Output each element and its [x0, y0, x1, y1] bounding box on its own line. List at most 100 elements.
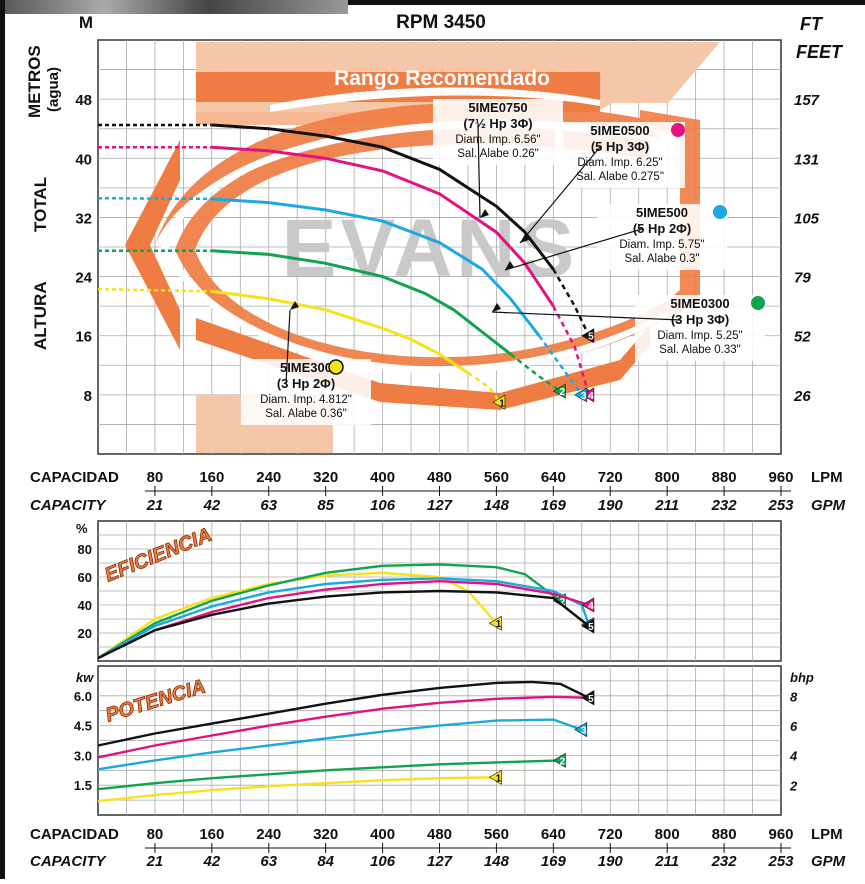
model-label-box	[433, 99, 563, 165]
lpm-tick-label: 640	[541, 469, 566, 486]
gpm-tick-label: 21	[146, 853, 164, 870]
bhp-tick-label: 2	[789, 778, 798, 793]
gpm-tick-label: 169	[541, 853, 567, 870]
model-label-leader	[285, 309, 291, 385]
lpm-tick-label: 880	[712, 469, 737, 486]
lpm-label-2: LPM	[811, 826, 843, 843]
model-impeller: Diam. Imp. 6.56"	[455, 134, 540, 146]
left-border	[0, 0, 5, 879]
model-label-box	[597, 204, 727, 270]
gpm-tick-label: 169	[541, 497, 567, 514]
curve-end-tag: 4	[588, 391, 594, 402]
power-curve-marker: 1	[488, 769, 502, 785]
curve-end-marker	[488, 769, 502, 785]
curve-end-marker	[552, 383, 566, 399]
model-impeller: Diam. Imp. 4.812"	[260, 394, 352, 406]
gpm-tick-label: 253	[767, 497, 794, 514]
model-hp: (3 Hp 3Φ)	[671, 312, 729, 327]
lpm-tick-label: 160	[199, 826, 224, 843]
power-curve-5	[97, 680, 590, 747]
gpm-tick-label: 253	[767, 853, 794, 870]
model-labels: 5IME0750(7½ Hp 3Φ) Diam. Imp. 6.56" Sal. A…	[241, 99, 765, 425]
unit-feet: FEET	[796, 42, 844, 62]
lpm-tick-label: 640	[541, 826, 566, 843]
model-label-5ime300: 5IME300(3 Hp 2Φ) Diam. Imp. 4.812" Sal. Al…	[241, 301, 371, 425]
unit-ft: FT	[800, 14, 824, 34]
model-alabe: Sal. Alabe 0.26"	[457, 148, 538, 160]
feet-tick-label: 26	[793, 388, 811, 405]
model-label-leader	[519, 146, 601, 244]
gpm-tick-label: 84	[317, 853, 334, 870]
model-label-box	[635, 295, 765, 361]
lpm-tick-label: 80	[147, 826, 164, 843]
gpm-tick-label: 85	[317, 497, 334, 514]
model-impeller: Diam. Imp. 6.25"	[577, 157, 662, 169]
lpm-tick-label: 160	[199, 469, 224, 486]
capacidad-label-2: CAPACIDAD	[30, 826, 119, 843]
curve-end-tag: 5	[588, 694, 594, 705]
curve-end-marker	[574, 387, 588, 403]
model-label-arrowhead	[480, 209, 489, 218]
gpm-tick-label: 211	[654, 853, 679, 870]
eff-tick-label: 20	[78, 626, 92, 641]
power-curve-marker: 3	[574, 722, 588, 738]
lpm-tick-label: 720	[598, 469, 623, 486]
model-impeller: Diam. Imp. 5.75"	[619, 239, 704, 251]
meters-tick-label: 16	[75, 329, 92, 346]
bhp-tick-label: 8	[790, 689, 798, 704]
gpm-tick-label: 148	[484, 497, 510, 514]
model-label-leader	[477, 123, 481, 219]
lpm-tick-label: 800	[655, 469, 680, 486]
axis-left-total: TOTAL	[31, 177, 50, 232]
lpm-tick-label: 880	[712, 826, 737, 843]
gpm-label-1: GPM	[811, 497, 846, 514]
model-label-5ime0750: 5IME0750(7½ Hp 3Φ) Diam. Imp. 6.56" Sal. A…	[433, 99, 563, 219]
head-curve-marker: 1	[492, 394, 506, 410]
efficiency-curve-marker: 4	[581, 597, 595, 613]
head-curve-5ime0500	[211, 145, 555, 307]
model-alabe: Sal. Alabe 0.3"	[624, 253, 699, 265]
curve-end-tag: 2	[560, 756, 566, 767]
head-curves: 5 43 2 1	[97, 123, 595, 410]
feet-tick-label: 131	[794, 151, 819, 168]
head-curve-5ime500	[211, 197, 541, 337]
curve-end-tag: 4	[588, 601, 594, 612]
efficiency-curve-marker: 5	[581, 618, 595, 634]
feet-tick-label: 52	[794, 329, 811, 346]
model-label-arrowhead	[505, 261, 514, 270]
gpm-tick-label: 63	[260, 497, 277, 514]
model-name: 5IME500	[636, 205, 688, 220]
eff-tick-label: 60	[78, 570, 92, 585]
model-impeller: Diam. Imp. 5.25"	[657, 330, 742, 342]
capacity-label-1: CAPACITY	[30, 497, 108, 514]
curve-end-marker	[488, 615, 502, 631]
feet-tick-label: 105	[794, 210, 820, 227]
model-label-arrowhead	[520, 234, 529, 243]
model-label-5ime0500: 5IME0500(5 Hp 3Φ) Diam. Imp. 6.25" Sal. Al…	[519, 122, 685, 244]
axis-left-agua: (agua)	[45, 67, 62, 112]
head-curve-dash-end	[552, 305, 591, 396]
eff-tick-label: 40	[78, 598, 92, 613]
head-curve-marker: 2	[552, 383, 566, 399]
curve-end-tag: 3	[581, 391, 587, 402]
gpm-tick-label: 190	[598, 853, 624, 870]
model-color-dot	[713, 205, 727, 219]
header-dark-strip	[348, 0, 865, 5]
efficiency-curve-4	[97, 579, 590, 660]
capacity-label-2: CAPACITY	[30, 853, 108, 870]
curve-end-tag: 1	[496, 773, 502, 784]
model-label-arrowhead	[492, 303, 501, 312]
head-curve-dash-start	[97, 196, 212, 201]
curve-end-marker	[581, 597, 595, 613]
gpm-tick-label: 232	[711, 853, 738, 870]
curve-end-tag: 5	[588, 622, 594, 633]
efficiency-curve-1	[97, 571, 498, 660]
watermark-evans: EVANS	[282, 203, 578, 294]
power-curve-marker: 2	[552, 752, 566, 768]
model-alabe: Sal. Alabe 0.33"	[659, 344, 740, 356]
model-color-dot	[751, 296, 765, 310]
bhp-tick-label: 6	[790, 719, 798, 734]
